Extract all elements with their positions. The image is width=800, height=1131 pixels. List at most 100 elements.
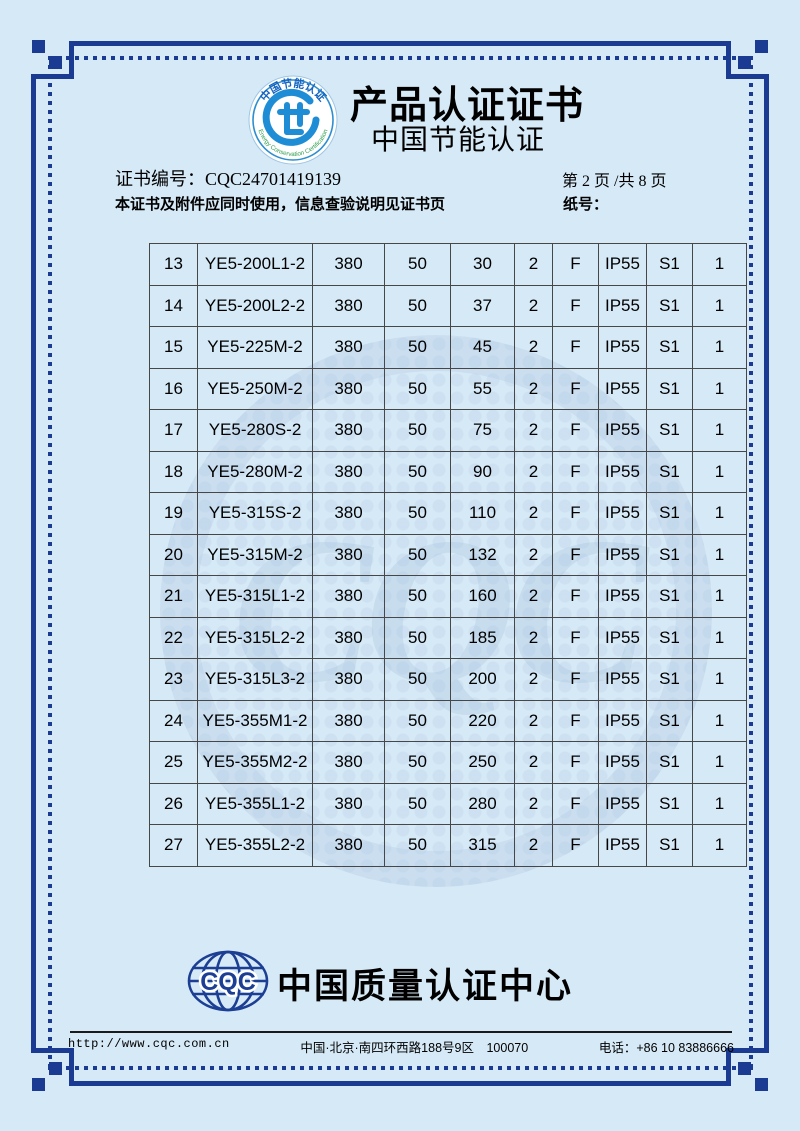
table-cell: 380	[312, 658, 385, 701]
table-cell: F	[552, 741, 599, 784]
table-cell: 380	[312, 367, 385, 410]
product-table: 13 YE5-200L1-2 380 50 30 2 F IP55 S1 1 14 YE5-200L2…	[149, 243, 747, 867]
table-cell: 25	[149, 741, 198, 784]
certificate-number-value: CQC24701419139	[205, 169, 342, 189]
table-cell: IP55	[598, 699, 647, 742]
table-cell: 18	[149, 450, 198, 493]
footer-address: 中国·北京·南四环西路188号9区 100070	[300, 1041, 529, 1055]
table-cell: YE5-200L2-2	[197, 284, 313, 327]
table-cell: IP55	[598, 575, 647, 618]
table-cell: F	[552, 450, 599, 493]
table-cell: YE5-315L1-2	[197, 575, 313, 618]
table-cell: IP55	[598, 824, 647, 867]
footer-website: http://www.cqc.com.cn	[68, 1037, 230, 1051]
table-cell: 132	[450, 533, 515, 576]
table-cell: 50	[384, 450, 451, 493]
table-cell: IP55	[598, 367, 647, 410]
table-cell: 2	[514, 533, 553, 576]
table-cell: IP55	[598, 409, 647, 452]
table-cell: 17	[149, 409, 198, 452]
table-cell: F	[552, 367, 599, 410]
table-cell: 14	[149, 284, 198, 327]
table-cell: 2	[514, 616, 553, 659]
issuer-name: 中国质量认证中心	[277, 967, 574, 1006]
table-cell: YE5-280M-2	[197, 450, 313, 493]
table-cell: 50	[384, 243, 451, 286]
frame-top-bar	[69, 41, 731, 46]
table-cell: 50	[384, 367, 451, 410]
table-cell: 2	[514, 658, 553, 701]
table-cell: YE5-315L2-2	[197, 616, 313, 659]
table-cell: 380	[312, 492, 385, 535]
table-cell: 50	[384, 284, 451, 327]
table-cell: 90	[450, 450, 515, 493]
table-cell: 2	[514, 824, 553, 867]
table-cell: 75	[450, 409, 515, 452]
table-cell: 1	[692, 533, 747, 576]
table-cell: 380	[312, 741, 385, 784]
table-cell: 2	[514, 741, 553, 784]
table-cell: 2	[514, 367, 553, 410]
table-cell: 19	[149, 492, 198, 535]
table-cell: 2	[514, 450, 553, 493]
table-cell: F	[552, 284, 599, 327]
table-cell: 160	[450, 575, 515, 618]
table-cell: F	[552, 699, 599, 742]
table-cell: 50	[384, 326, 451, 369]
paper-number-label: 纸号：	[563, 196, 609, 213]
table-cell: 380	[312, 409, 385, 452]
table-row: 25 YE5-355M2-2 380 50 250 2 F IP55 S1 1	[149, 741, 747, 784]
table-cell: IP55	[598, 284, 647, 327]
table-cell: 380	[312, 824, 385, 867]
table-cell: 2	[514, 409, 553, 452]
table-cell: YE5-315S-2	[197, 492, 313, 535]
table-cell: IP55	[598, 741, 647, 784]
table-cell: 13	[149, 243, 198, 286]
table-cell: 1	[692, 367, 747, 410]
table-cell: YE5-200L1-2	[197, 243, 313, 286]
dashed-border-left	[48, 56, 52, 1070]
table-cell: 380	[312, 243, 385, 286]
table-cell: 2	[514, 575, 553, 618]
certificate-title: 产品认证证书	[350, 85, 585, 127]
table-cell: 30	[450, 243, 515, 286]
footer-phone: 电话：+86 10 83886666	[598, 1041, 734, 1055]
table-cell: F	[552, 326, 599, 369]
table-cell: 185	[450, 616, 515, 659]
table-cell: 110	[450, 492, 515, 535]
footer-divider	[70, 1031, 732, 1033]
table-cell: S1	[646, 824, 693, 867]
table-row: 18 YE5-280M-2 380 50 90 2 F IP55 S1 1	[149, 450, 747, 493]
table-cell: 380	[312, 782, 385, 825]
corner-square	[755, 40, 768, 53]
page-info: 第 2 页 /共 8 页	[562, 173, 667, 190]
dashed-border-top	[48, 56, 753, 60]
table-cell: YE5-225M-2	[197, 326, 313, 369]
table-cell: S1	[646, 658, 693, 701]
table-cell: 1	[692, 616, 747, 659]
certificate-number-label: 证书编号：	[115, 169, 205, 189]
table-cell: 20	[149, 533, 198, 576]
table-row: 23 YE5-315L3-2 380 50 200 2 F IP55 S1 1	[149, 658, 747, 701]
table-cell: S1	[646, 699, 693, 742]
table-cell: 23	[149, 658, 198, 701]
footer: http://www.cqc.com.cn 中国·北京·南四环西路188号9区 …	[68, 1037, 734, 1056]
certificate-subtitle: 中国节能认证	[371, 124, 546, 155]
table-cell: 1	[692, 243, 747, 286]
frame-left-bar	[31, 74, 36, 1052]
frame-step	[726, 74, 769, 79]
table-cell: YE5-355M2-2	[197, 741, 313, 784]
table-cell: F	[552, 492, 599, 535]
table-row: 22 YE5-315L2-2 380 50 185 2 F IP55 S1 1	[149, 616, 747, 659]
table-cell: YE5-280S-2	[197, 409, 313, 452]
table-cell: IP55	[598, 616, 647, 659]
table-row: 16 YE5-250M-2 380 50 55 2 F IP55 S1 1	[149, 367, 747, 410]
table-cell: 50	[384, 741, 451, 784]
table-cell: 2	[514, 243, 553, 286]
table-cell: 380	[312, 575, 385, 618]
frame-step	[726, 1048, 769, 1053]
table-cell: F	[552, 824, 599, 867]
table-row: 27 YE5-355L2-2 380 50 315 2 F IP55 S1 1	[149, 824, 747, 867]
table-cell: 1	[692, 575, 747, 618]
frame-step	[31, 74, 74, 79]
